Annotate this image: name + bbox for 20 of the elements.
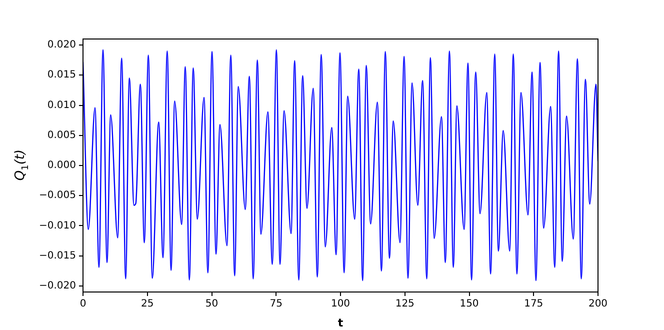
y-tick-label: 0.015 <box>47 70 76 81</box>
x-tick-label: 150 <box>460 298 479 310</box>
y-tick-label: −0.015 <box>38 250 76 262</box>
line-series <box>83 49 598 282</box>
y-tick-label: −0.020 <box>38 280 76 292</box>
y-tick-label: 0.010 <box>47 100 76 111</box>
x-tick-label: 100 <box>330 298 350 310</box>
y-tick-label: −0.010 <box>38 220 76 232</box>
x-tick-label: 50 <box>205 298 218 310</box>
y-tick-label: 0.005 <box>47 130 76 141</box>
x-tick-label: 175 <box>524 298 544 310</box>
x-axis-title: t <box>338 316 344 330</box>
y-tick-label: 0.020 <box>47 40 76 51</box>
x-tick-label: 200 <box>588 298 608 310</box>
x-tick-label: 25 <box>141 298 154 310</box>
y-tick-label: −0.005 <box>38 190 76 202</box>
x-tick-label: 0 <box>80 298 86 310</box>
y-tick-label: 0.000 <box>47 160 76 172</box>
x-tick-label: 125 <box>395 298 414 310</box>
x-tick-label: 75 <box>270 298 282 310</box>
